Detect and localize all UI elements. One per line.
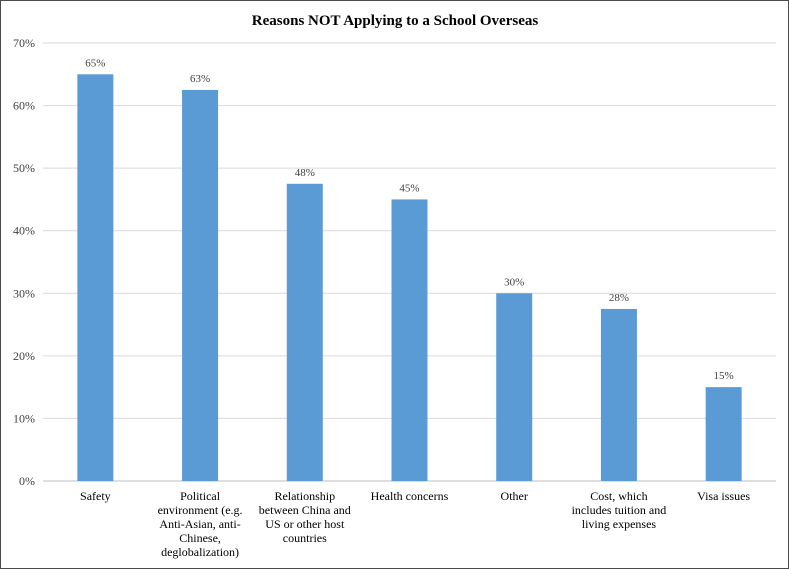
- data-label: 15%: [714, 370, 734, 382]
- y-axis: 0% 10% 20% 30% 40% 50% 60% 70%: [13, 36, 35, 488]
- bar: [77, 74, 114, 482]
- y-tick-label: 60%: [13, 99, 35, 113]
- data-label: 30%: [504, 276, 524, 288]
- x-tick-label: Political environment (e.g. Anti-Asian, an…: [158, 489, 243, 559]
- x-tick-label: Cost, which includes tuition and living ex…: [572, 489, 667, 531]
- data-label: 65%: [85, 57, 105, 69]
- data-label: 63%: [190, 73, 210, 85]
- x-tick-label: Relationship between China and US or other…: [259, 489, 351, 545]
- y-tick-label: 30%: [13, 286, 35, 300]
- bar: [705, 387, 742, 481]
- bar: [391, 199, 428, 481]
- y-tick-label: 50%: [13, 161, 35, 175]
- y-tick-label: 70%: [13, 36, 35, 50]
- bar: [600, 308, 637, 481]
- data-label: 45%: [399, 182, 419, 194]
- data-label: 28%: [609, 292, 629, 304]
- y-tick-label: 0%: [19, 474, 35, 488]
- bar: [286, 183, 323, 482]
- x-tick-label: Health concerns: [371, 489, 449, 503]
- x-tick-label: Safety: [80, 489, 111, 503]
- data-label: 48%: [295, 167, 315, 179]
- x-tick-label: Visa issues: [697, 489, 750, 503]
- y-tick-label: 40%: [13, 224, 35, 238]
- bar: [182, 89, 219, 481]
- y-tick-label: 10%: [13, 411, 35, 425]
- x-tick-label: Other: [501, 489, 528, 503]
- chart-title: Reasons NOT Applying to a School Oversea…: [252, 13, 539, 29]
- bar: [496, 293, 533, 481]
- x-axis: Safety Political environment (e.g. Anti-Asi…: [80, 489, 750, 559]
- bars: 65% 63% 48% 45% 30% 28% 15%: [77, 57, 742, 482]
- y-tick-label: 20%: [13, 349, 35, 363]
